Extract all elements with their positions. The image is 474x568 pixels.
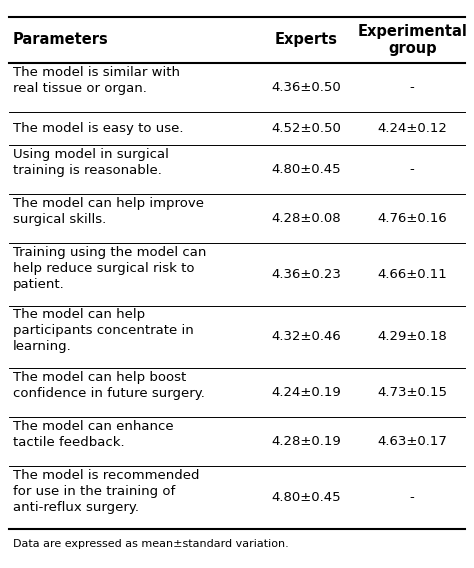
Text: 4.52±0.50: 4.52±0.50 xyxy=(272,122,341,135)
Text: The model can help improve
surgical skills.: The model can help improve surgical skil… xyxy=(13,197,204,225)
Text: 4.36±0.50: 4.36±0.50 xyxy=(272,81,341,94)
Text: The model is recommended
for use in the training of
anti-reflux surgery.: The model is recommended for use in the … xyxy=(13,469,200,514)
Text: Parameters: Parameters xyxy=(13,32,109,48)
Text: 4.24±0.12: 4.24±0.12 xyxy=(377,122,447,135)
Text: 4.63±0.17: 4.63±0.17 xyxy=(377,435,447,448)
Text: 4.80±0.45: 4.80±0.45 xyxy=(272,491,341,504)
Text: 4.66±0.11: 4.66±0.11 xyxy=(377,268,447,281)
Text: The model can help boost
confidence in future surgery.: The model can help boost confidence in f… xyxy=(13,371,205,400)
Text: 4.28±0.08: 4.28±0.08 xyxy=(272,212,341,225)
Text: The model can help
participants concentrate in
learning.: The model can help participants concentr… xyxy=(13,308,194,353)
Text: -: - xyxy=(410,81,415,94)
Text: -: - xyxy=(410,163,415,176)
Text: 4.36±0.23: 4.36±0.23 xyxy=(272,268,341,281)
Text: Experts: Experts xyxy=(275,32,338,48)
Text: 4.24±0.19: 4.24±0.19 xyxy=(272,386,341,399)
Text: Data are expressed as mean±standard variation.: Data are expressed as mean±standard vari… xyxy=(13,539,289,549)
Text: The model can enhance
tactile feedback.: The model can enhance tactile feedback. xyxy=(13,420,174,449)
Text: The model is similar with
real tissue or organ.: The model is similar with real tissue or… xyxy=(13,66,180,95)
Text: 4.80±0.45: 4.80±0.45 xyxy=(272,163,341,176)
Text: 4.28±0.19: 4.28±0.19 xyxy=(272,435,341,448)
Text: 4.76±0.16: 4.76±0.16 xyxy=(377,212,447,225)
Text: Using model in surgical
training is reasonable.: Using model in surgical training is reas… xyxy=(13,148,169,177)
Text: 4.73±0.15: 4.73±0.15 xyxy=(377,386,447,399)
Text: Training using the model can
help reduce surgical risk to
patient.: Training using the model can help reduce… xyxy=(13,246,207,291)
Text: Experimental
group: Experimental group xyxy=(357,24,467,56)
Text: -: - xyxy=(410,491,415,504)
Text: 4.32±0.46: 4.32±0.46 xyxy=(272,331,341,344)
Text: The model is easy to use.: The model is easy to use. xyxy=(13,122,183,135)
Text: 4.29±0.18: 4.29±0.18 xyxy=(377,331,447,344)
